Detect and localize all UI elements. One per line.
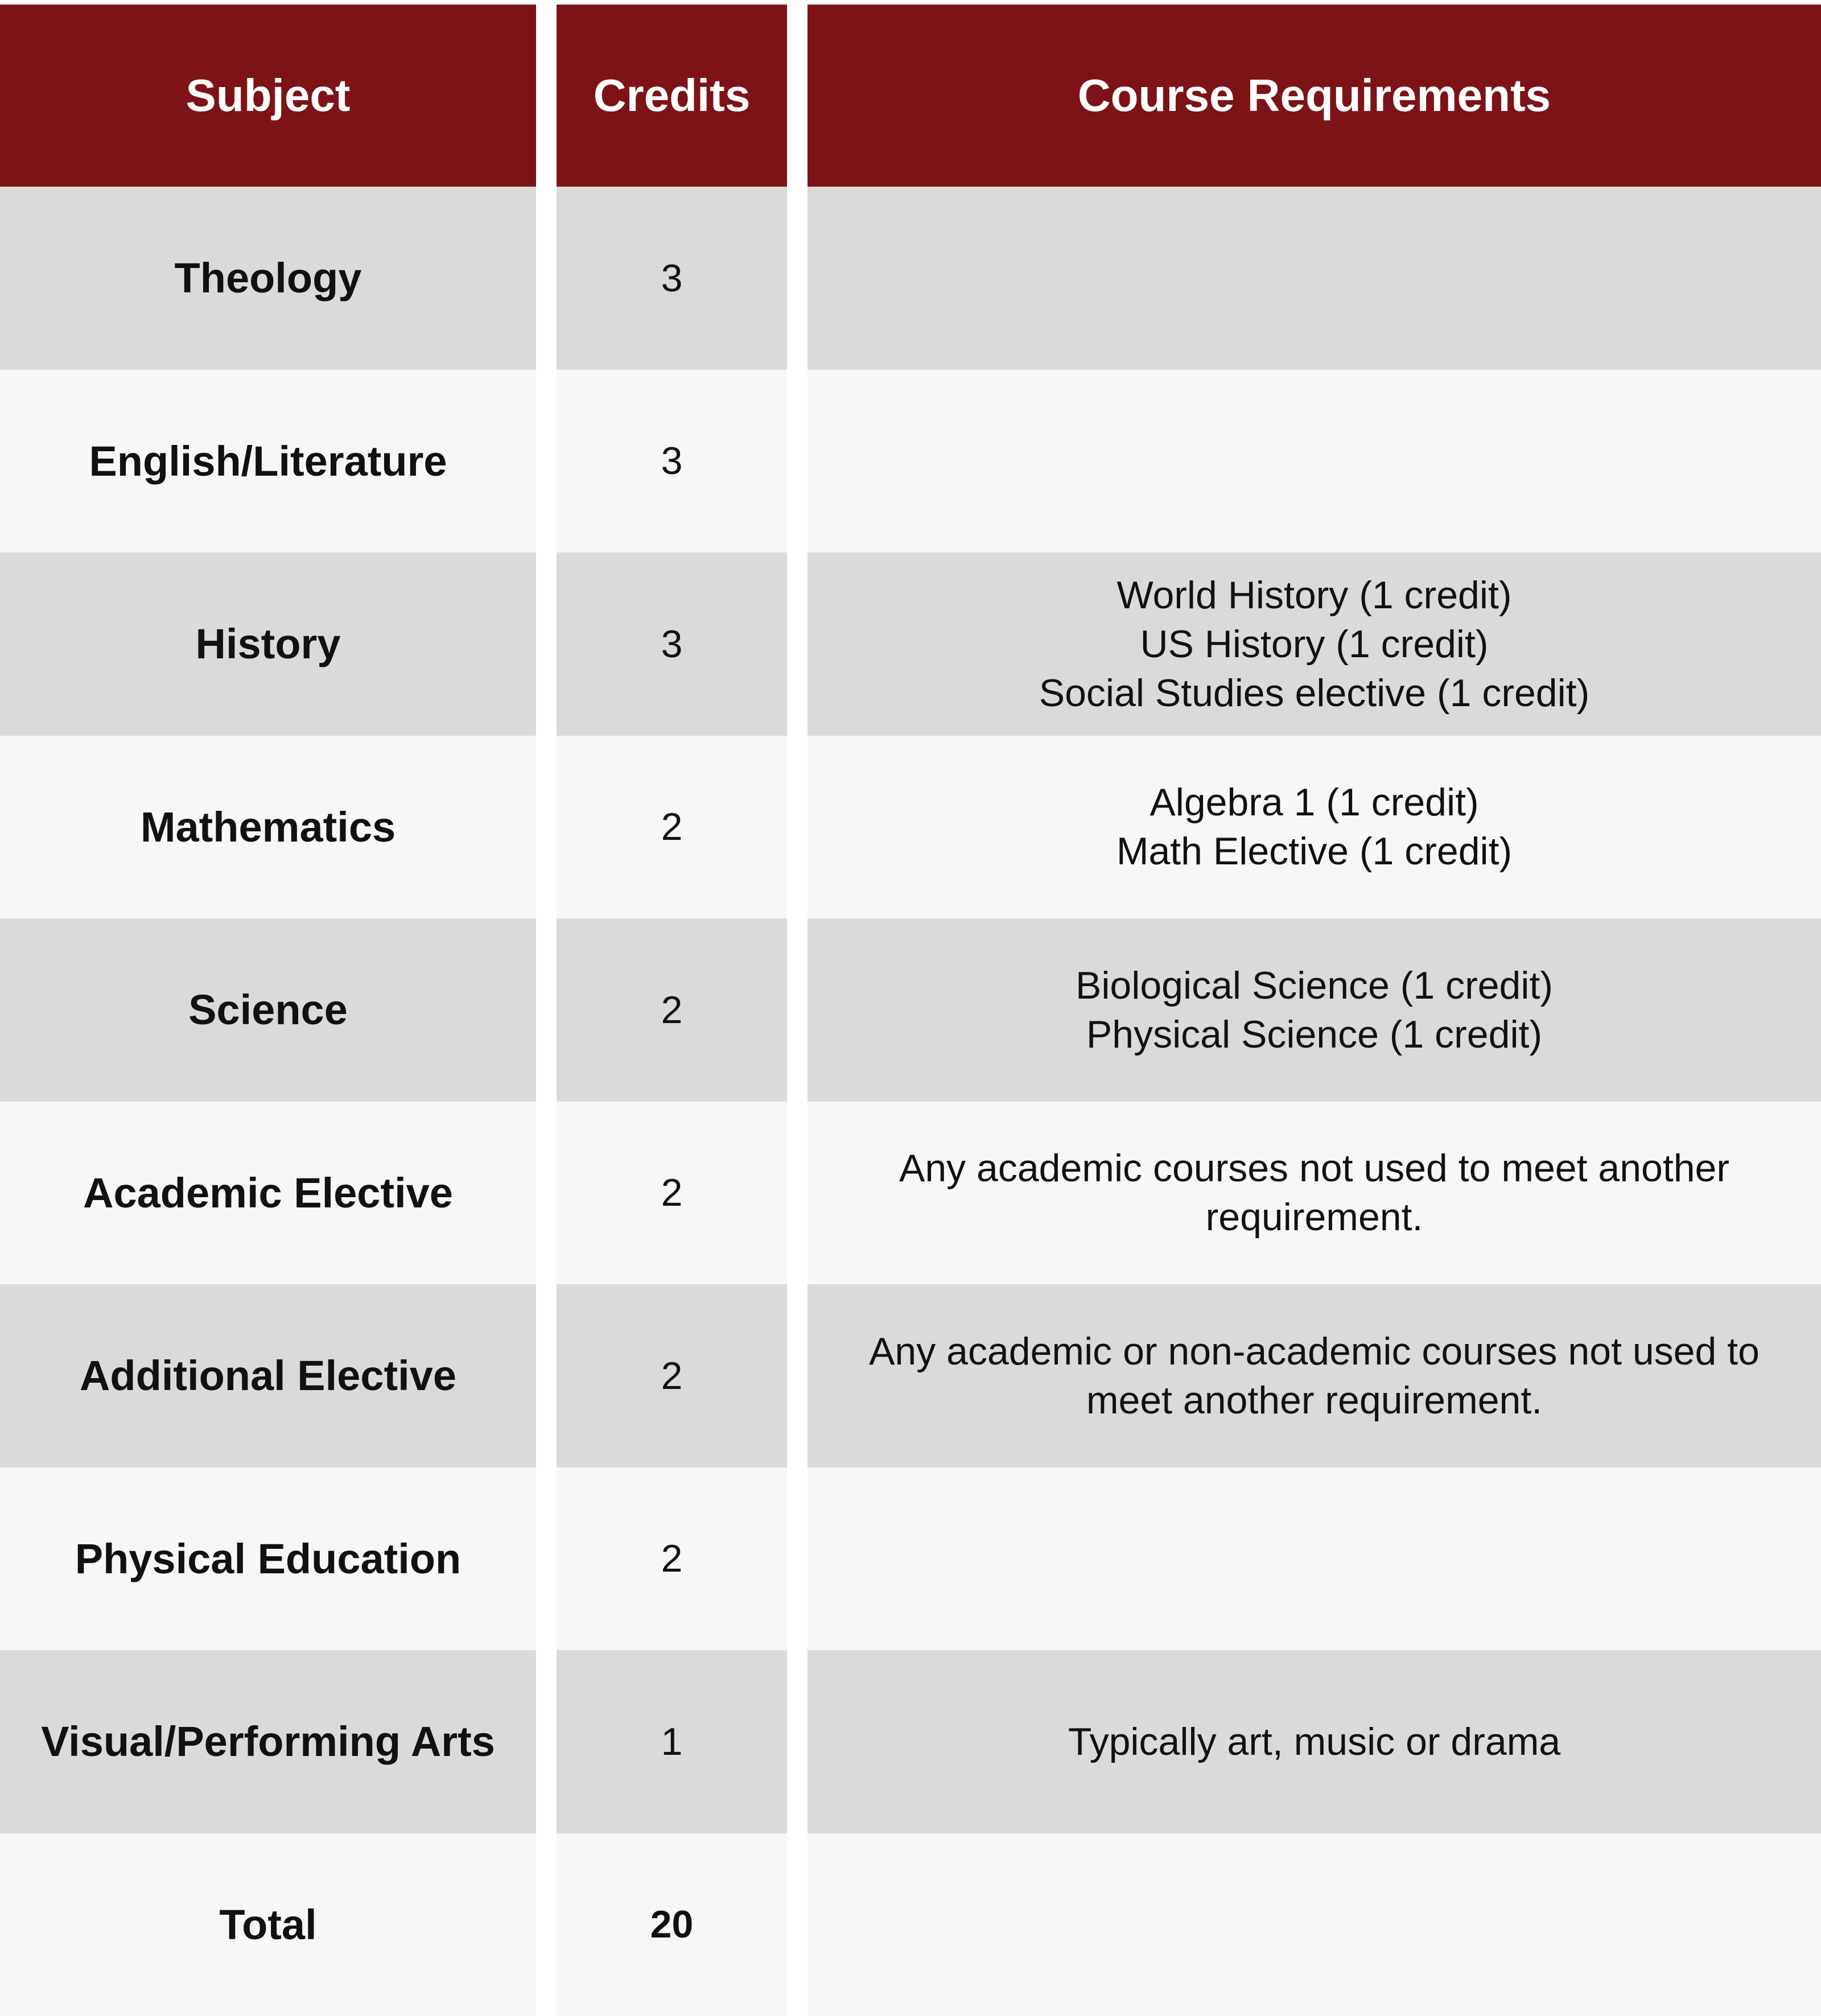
requirement-line: Physical Science (1 credit) [1086,1012,1543,1056]
requirements-cell: Biological Science (1 credit) Physical Sc… [807,918,1821,1102]
column-divider [787,187,807,370]
column-divider [787,735,807,918]
column-divider [536,5,557,187]
column-divider [536,1833,557,2016]
requirements-cell: Any academic courses not used to meet an… [807,1101,1821,1284]
requirement-line: Algebra 1 (1 credit) [1150,781,1479,824]
header-credits: Credits [557,5,787,187]
column-divider [787,1284,807,1467]
subject-cell: Additional Elective [0,1284,536,1467]
subject-cell: Mathematics [0,735,536,918]
requirements-cell: Typically art, music or drama [807,1650,1821,1833]
column-divider [787,1101,807,1284]
credits-cell: 3 [557,187,787,370]
column-divider [536,1101,557,1284]
requirements-cell: Algebra 1 (1 credit) Math Elective (1 cre… [807,735,1821,918]
credits-cell: 1 [557,1650,787,1833]
header-course-requirements: Course Requirements [807,5,1821,187]
credits-cell: 2 [557,735,787,918]
subject-cell: English/Literature [0,369,536,553]
requirement-line: Typically art, music or drama [1068,1720,1561,1763]
column-divider [787,1650,807,1833]
credits-cell: 3 [557,369,787,553]
requirements-cell [807,1467,1821,1650]
credits-cell: 20 [557,1833,787,2016]
requirement-line: World History (1 credit) [1117,573,1512,617]
column-divider [787,553,807,736]
column-divider [536,1284,557,1467]
subject-cell: Theology [0,187,536,370]
requirements-cell: World History (1 credit) US History (1 cr… [807,553,1821,736]
column-divider [536,1650,557,1833]
credit-requirements-table: Subject Credits Course Requirements Theo… [0,5,1821,2016]
subject-cell: Academic Elective [0,1101,536,1284]
credits-cell: 2 [557,1284,787,1467]
subject-cell: History [0,553,536,736]
subject-cell: Physical Education [0,1467,536,1650]
requirement-line: Biological Science (1 credit) [1075,963,1554,1007]
header-subject: Subject [0,5,536,187]
requirement-line: Math Elective (1 credit) [1116,830,1513,873]
column-divider [787,369,807,553]
column-divider [536,918,557,1102]
subject-cell: Visual/Performing Arts [0,1650,536,1833]
column-divider [536,735,557,918]
credits-cell: 2 [557,1101,787,1284]
requirements-cell [807,187,1821,370]
requirement-line: Any academic or non-academic courses not… [869,1329,1760,1422]
requirements-cell: Any academic or non-academic courses not… [807,1284,1821,1467]
requirements-cell [807,1833,1821,2016]
column-divider [787,1467,807,1650]
credits-cell: 3 [557,553,787,736]
credits-cell: 2 [557,918,787,1102]
requirement-line: Any academic courses not used to meet an… [899,1147,1730,1239]
column-divider [787,1833,807,2016]
credits-cell: 2 [557,1467,787,1650]
column-divider [536,187,557,370]
subject-cell: Total [0,1833,536,2016]
requirements-cell [807,369,1821,553]
column-divider [536,369,557,553]
column-divider [787,918,807,1102]
column-divider [536,553,557,736]
subject-cell: Science [0,918,536,1102]
requirement-line: Social Studies elective (1 credit) [1039,671,1590,715]
column-divider [787,5,807,187]
requirement-line: US History (1 credit) [1140,622,1489,666]
column-divider [536,1467,557,1650]
